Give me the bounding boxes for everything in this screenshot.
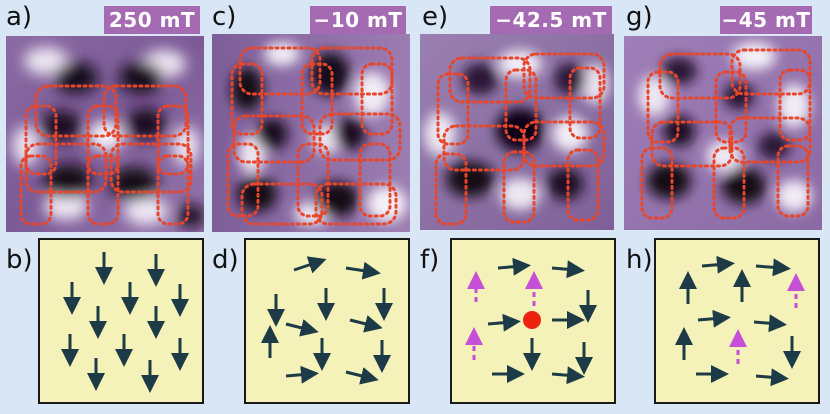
monopole-dot bbox=[523, 311, 541, 329]
field-badge-e: −42.5 mT bbox=[490, 6, 612, 34]
panel-label-g: g) bbox=[626, 2, 653, 32]
arrows-d bbox=[261, 256, 393, 385]
mfm-image-e bbox=[420, 34, 614, 230]
arrows-b bbox=[61, 252, 189, 393]
panel-label-a: a) bbox=[6, 2, 33, 32]
mfm-image-a bbox=[6, 36, 204, 232]
panel-label-f: f) bbox=[420, 245, 440, 275]
mfm-image-g bbox=[624, 36, 822, 230]
field-badge-c: −10 mT bbox=[310, 6, 406, 34]
panel-label-h: h) bbox=[626, 245, 653, 275]
panel-label-c: c) bbox=[212, 2, 237, 32]
field-badge-g: −45 mT bbox=[720, 6, 812, 34]
arrows-f bbox=[465, 257, 597, 385]
spin-diagram-d bbox=[244, 238, 410, 404]
spin-diagram-h bbox=[654, 238, 820, 404]
mfm-image-c bbox=[212, 34, 410, 232]
spin-diagram-b bbox=[38, 238, 204, 404]
arrows-h bbox=[675, 255, 805, 387]
field-badge-a: 250 mT bbox=[104, 6, 200, 34]
panel-label-b: b) bbox=[6, 245, 33, 275]
spin-diagram-f bbox=[450, 238, 616, 404]
panel-label-e: e) bbox=[422, 2, 449, 32]
panel-label-d: d) bbox=[212, 245, 239, 275]
